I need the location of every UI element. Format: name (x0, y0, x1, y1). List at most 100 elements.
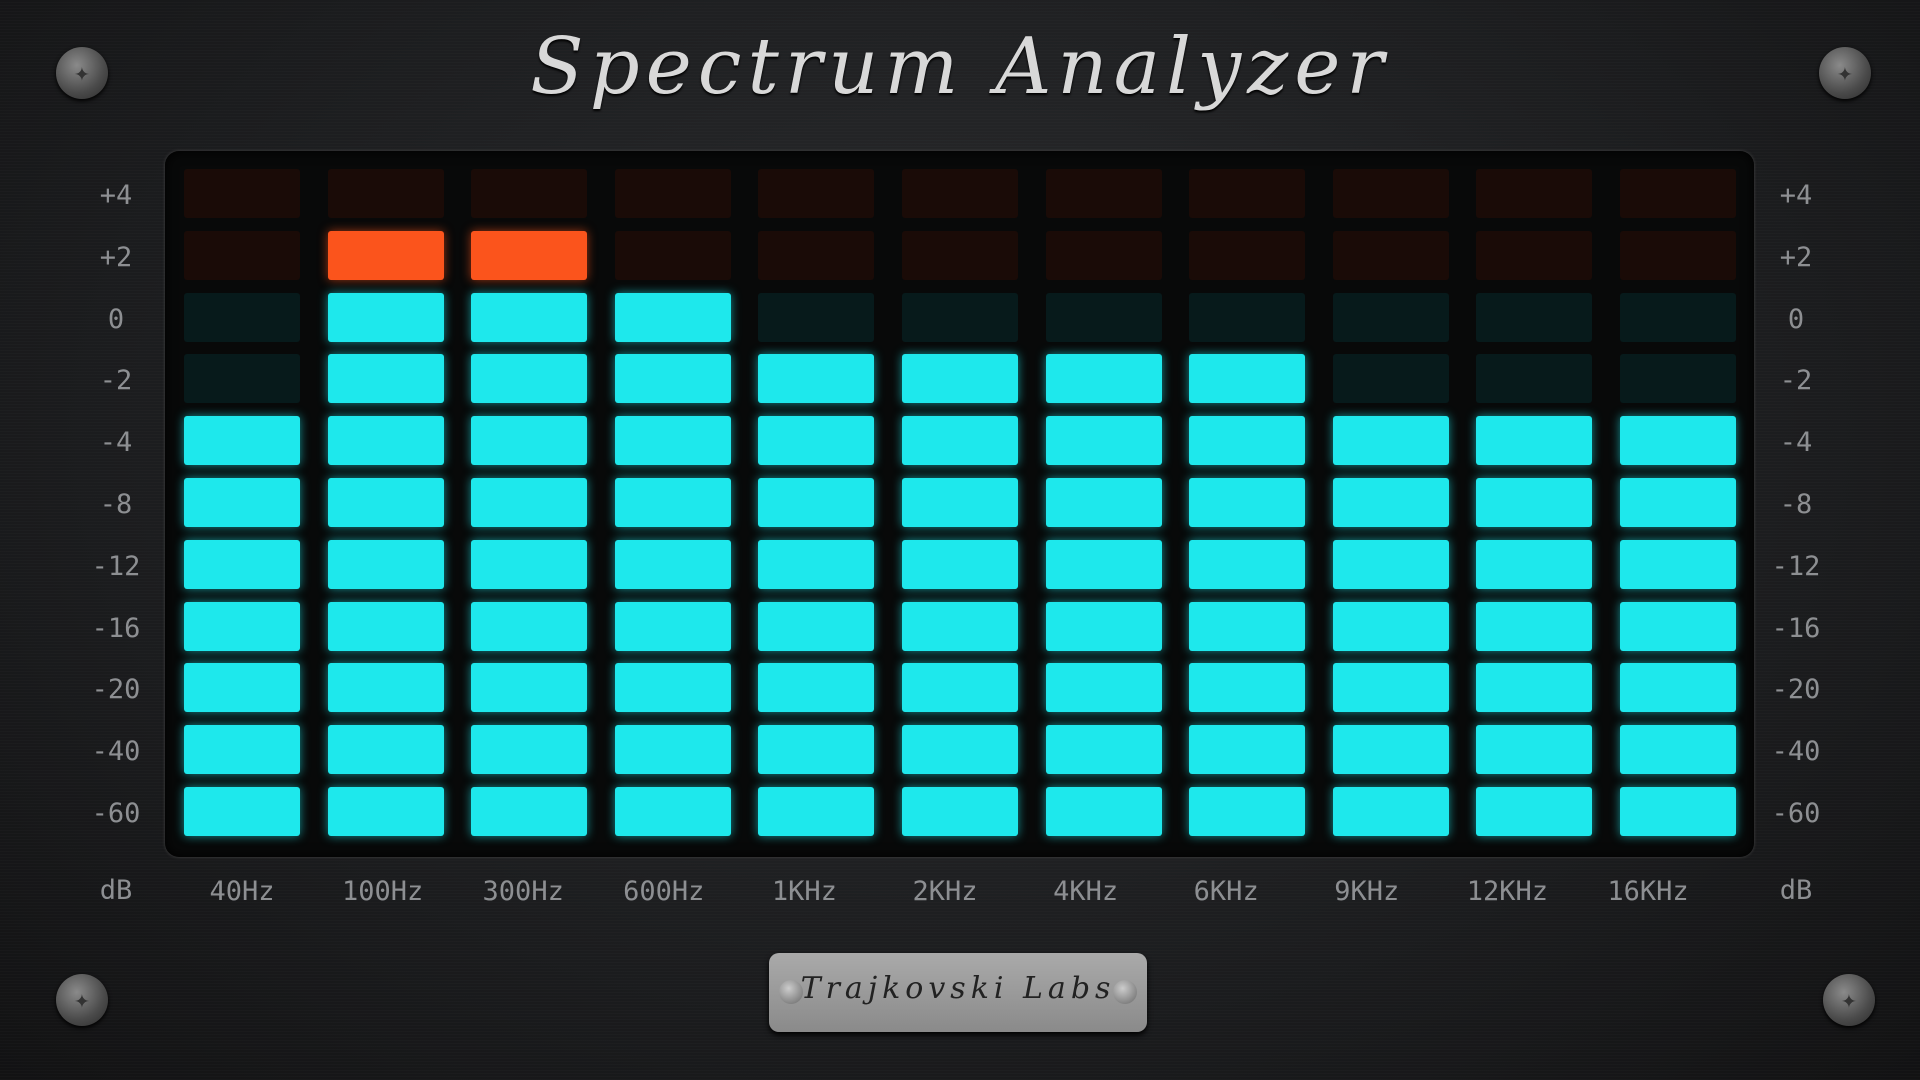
meter-segment-lit (1476, 663, 1593, 713)
meter-segment-off (1189, 169, 1306, 218)
meter-segment-lit (614, 354, 731, 404)
y-tick-label-right: -20 (1771, 674, 1821, 706)
y-tick-label-left: -12 (91, 550, 141, 582)
meter-segment-lit (471, 230, 588, 280)
meter-segment-lit (471, 663, 588, 713)
app-title: Spectrum Analyzer (530, 22, 1390, 112)
meter-segment-off (1332, 292, 1449, 342)
frequency-label: 1KHz (771, 876, 837, 907)
y-tick-label-right: 0 (1787, 303, 1805, 335)
meter-segment-lit (1476, 478, 1593, 527)
y-tick-label-right: -40 (1771, 736, 1821, 768)
screw-icon (1113, 980, 1137, 1004)
meter-segment-off (758, 292, 875, 342)
meter-segment-lit (1476, 601, 1593, 651)
meter-segment-lit (614, 787, 731, 836)
meter-segment-lit (902, 663, 1018, 713)
meter-segment-lit (1620, 539, 1736, 589)
meter-segment-lit (1620, 601, 1736, 651)
meter-segment-off (1620, 354, 1736, 404)
y-tick-label-right: -2 (1779, 365, 1813, 397)
meter-segment-off (1620, 169, 1736, 218)
meter-segment-lit (758, 725, 875, 775)
meter-segment-off (614, 230, 731, 280)
meter-segment-lit (1189, 787, 1306, 836)
meter-segment-off (1620, 230, 1736, 280)
y-tick-label-left: -40 (91, 736, 141, 768)
meter-segment-lit (1476, 787, 1593, 836)
meter-segment-lit (1476, 725, 1593, 775)
meter-segment-lit (758, 354, 875, 404)
y-tick-label-left: -20 (91, 674, 141, 706)
meter-segment-lit (614, 478, 731, 527)
meter-segment-off (1476, 169, 1593, 218)
screw-icon (1823, 974, 1875, 1026)
meter-segment-off (1332, 354, 1449, 404)
y-tick-label-left: -4 (99, 427, 133, 459)
meter-segment-lit (1476, 539, 1593, 589)
meter-segment-lit (471, 416, 588, 466)
meter-segment-lit (1332, 725, 1449, 775)
meter-segment-lit (184, 478, 300, 527)
meter-segment-off (1332, 230, 1449, 280)
meter-segment-lit (902, 601, 1018, 651)
meter-segment-off (184, 169, 300, 218)
meter-segment-lit (902, 787, 1018, 836)
meter-segment-lit (471, 601, 588, 651)
meter-segment-lit (184, 539, 300, 589)
meter-segment-off (1045, 292, 1162, 342)
frequency-label: 40Hz (209, 876, 275, 907)
meter-segment-lit (327, 416, 444, 466)
meter-segment-lit (327, 787, 444, 836)
meter-segment-lit (327, 478, 444, 527)
meter-segment-off (1045, 230, 1162, 280)
frequency-label: 600Hz (623, 876, 705, 907)
meter-segment-lit (327, 725, 444, 775)
y-tick-label-left: 0 (107, 303, 125, 335)
meter-segment-lit (1045, 787, 1162, 836)
meter-segment-lit (471, 725, 588, 775)
meter-segment-lit (1045, 539, 1162, 589)
y-tick-label-left: -8 (99, 489, 133, 520)
meter-segment-off (184, 230, 300, 280)
y-tick-label-right: -60 (1771, 798, 1821, 829)
y-tick-label-right: +2 (1779, 241, 1813, 273)
y-tick-label-right: +4 (1779, 180, 1813, 211)
y-tick-label-left: +2 (99, 241, 133, 273)
meter-segment-lit (1189, 725, 1306, 775)
meter-segment-off (902, 292, 1018, 342)
y-tick-label-left: +4 (99, 180, 133, 211)
meter-segment-lit (184, 787, 300, 836)
meter-segment-off (614, 169, 731, 218)
screw-icon (779, 980, 803, 1004)
meter-segment-lit (902, 478, 1018, 527)
meter-segment-lit (1045, 416, 1162, 466)
meter-segment-off (1189, 292, 1306, 342)
meter-segment-off (902, 230, 1018, 280)
meter-segment-lit (1620, 663, 1736, 713)
meter-segment-lit (184, 725, 300, 775)
meter-segment-lit (1189, 354, 1306, 404)
meter-segment-lit (758, 539, 875, 589)
unit-label-right: dB (1779, 875, 1813, 906)
frequency-label: 12KHz (1466, 876, 1549, 907)
meter-segment-lit (758, 478, 875, 527)
meter-segment-lit (614, 663, 731, 713)
frequency-label: 4KHz (1053, 876, 1119, 907)
meter-segment-lit (614, 539, 731, 589)
meter-segment-lit (471, 292, 588, 342)
meter-segment-lit (1332, 663, 1449, 713)
meter-segment-lit (1620, 478, 1736, 527)
meter-segment-lit (1332, 539, 1449, 589)
meter-segment-lit (902, 416, 1018, 466)
meter-segment-lit (1045, 663, 1162, 713)
meter-segment-lit (471, 787, 588, 836)
meter-segment-off (327, 169, 444, 218)
y-tick-label-right: -16 (1771, 612, 1821, 644)
meter-segment-lit (471, 539, 588, 589)
y-tick-label-right: -8 (1779, 489, 1813, 520)
meter-segment-lit (902, 354, 1018, 404)
meter-segment-lit (1476, 416, 1593, 466)
meter-segment-lit (184, 663, 300, 713)
meter-segment-lit (1332, 601, 1449, 651)
